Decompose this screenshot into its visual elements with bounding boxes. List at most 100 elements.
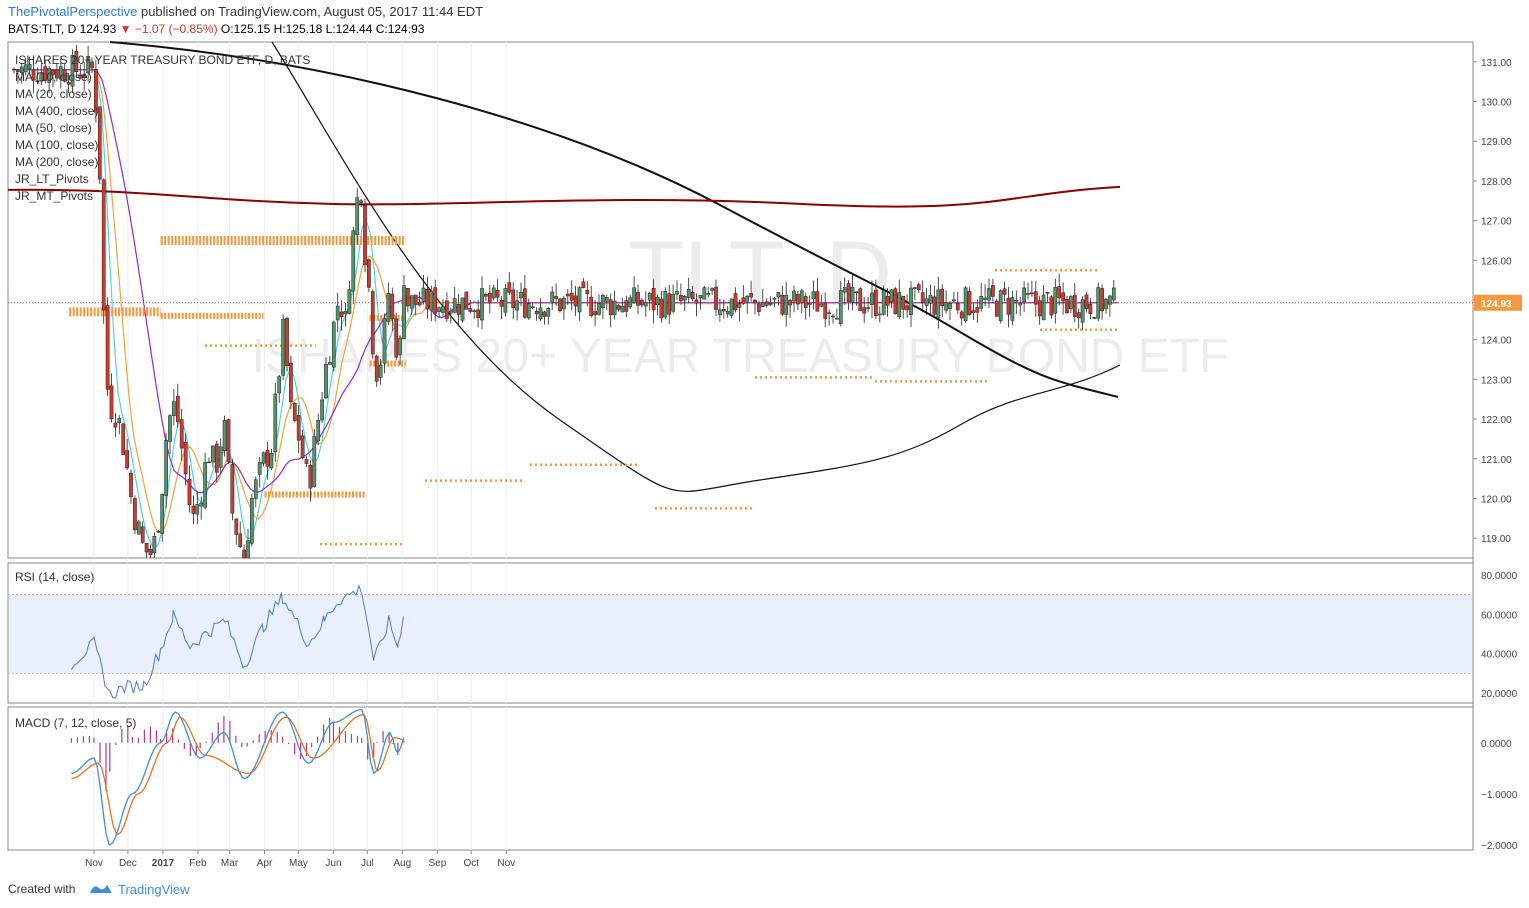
time-axis-label: Mar	[221, 858, 239, 869]
candle-body	[499, 299, 504, 307]
candlesticks	[12, 45, 1116, 559]
candle-body	[870, 292, 874, 305]
candle-body	[257, 462, 262, 475]
candle-body	[187, 478, 192, 505]
candle-body	[503, 288, 508, 313]
rsi-axis-label: 40.0000	[1481, 650, 1518, 661]
rsi-line	[70, 584, 404, 699]
candle-body	[663, 291, 668, 318]
candle-body	[983, 297, 987, 300]
ma20-line	[14, 69, 1118, 534]
candle-body	[745, 295, 750, 302]
candle-body	[893, 288, 898, 314]
candle-body	[952, 299, 956, 302]
candle-body	[226, 419, 231, 462]
legend-entry: JR_MT_Pivots	[15, 189, 93, 203]
time-axis-label: Dec	[119, 858, 137, 869]
candle-body	[109, 385, 114, 420]
macd-axis-label: 0.0000	[1481, 739, 1512, 750]
candle-body	[19, 66, 24, 73]
candle-body	[289, 362, 293, 403]
candle-body	[530, 306, 535, 308]
candle-body	[480, 288, 484, 321]
time-axis-label: May	[289, 858, 308, 869]
candle-body	[156, 530, 161, 533]
candle-body	[199, 502, 204, 507]
price-axis-label: 120.00	[1481, 494, 1512, 505]
candle-body	[862, 307, 867, 314]
candle-body	[577, 287, 582, 313]
candle-body	[741, 297, 746, 304]
candle-body	[955, 303, 960, 311]
author-link[interactable]: ThePivotalPerspective	[8, 4, 138, 19]
candle-body	[175, 395, 180, 423]
candle-body	[593, 311, 597, 316]
candle-body	[636, 292, 640, 306]
candle-body	[573, 295, 578, 307]
candle-body	[655, 296, 660, 306]
ma200-line	[7, 185, 1121, 208]
candle-body	[519, 291, 523, 299]
candle-body	[117, 418, 122, 424]
candle-body	[643, 302, 648, 307]
candle-body	[374, 355, 379, 382]
time-axis-label: Jul	[361, 858, 374, 869]
candle-body	[320, 399, 324, 421]
candle-body	[1065, 299, 1069, 313]
candle-body	[140, 526, 145, 543]
candle-body	[550, 291, 555, 304]
candle-body	[230, 464, 235, 514]
candle-body	[398, 337, 402, 356]
candle-body	[207, 461, 211, 464]
candle-body	[296, 415, 301, 441]
candle-body	[526, 303, 531, 319]
published-text: published on TradingView.com, August 05,…	[140, 4, 484, 19]
candle-body	[417, 301, 422, 306]
legend-entry: MA (400, close)	[15, 104, 98, 118]
candle-body	[604, 297, 609, 302]
candle-body	[1033, 291, 1038, 305]
candle-body	[386, 292, 391, 322]
candle-body	[749, 293, 753, 298]
macd-line	[71, 708, 405, 846]
candle-body	[460, 297, 465, 321]
candle-body	[261, 452, 266, 464]
candle-body	[47, 68, 51, 83]
candle-body	[936, 289, 941, 319]
candle-body	[331, 321, 336, 368]
candle-body	[987, 288, 991, 301]
candle-body	[316, 420, 321, 441]
candle-body	[916, 284, 921, 291]
price-axis-label: 123.00	[1481, 375, 1512, 386]
candle-body	[897, 292, 902, 318]
candle-body	[581, 281, 586, 288]
candle-body	[456, 304, 461, 315]
tradingview-brand[interactable]: TradingView	[118, 882, 190, 897]
time-axis-label: Nov	[85, 858, 103, 869]
candle-body	[1080, 299, 1085, 323]
macd-pane-frame	[7, 706, 1474, 851]
candle-body	[776, 292, 781, 298]
candle-body	[121, 423, 126, 455]
candle-body	[168, 415, 172, 442]
candle-body	[97, 106, 102, 180]
candle-body	[881, 290, 886, 315]
candle-body	[491, 287, 496, 299]
candle-body	[164, 440, 168, 496]
candle-body	[1084, 294, 1089, 309]
candle-body	[35, 80, 40, 83]
candle-body	[335, 305, 340, 321]
candle-body	[363, 205, 367, 266]
candle-body	[757, 303, 761, 312]
candle-body	[948, 303, 952, 309]
candle-body	[760, 302, 765, 307]
candle-body	[998, 290, 1003, 321]
candle-body	[476, 309, 480, 318]
candle-body	[269, 453, 274, 469]
candle-body	[238, 533, 243, 547]
candle-body	[1026, 293, 1030, 295]
publish-line: ThePivotalPerspective published on Tradi…	[8, 4, 483, 19]
pivot-levels	[69, 235, 1120, 546]
candle-body	[1104, 299, 1108, 310]
